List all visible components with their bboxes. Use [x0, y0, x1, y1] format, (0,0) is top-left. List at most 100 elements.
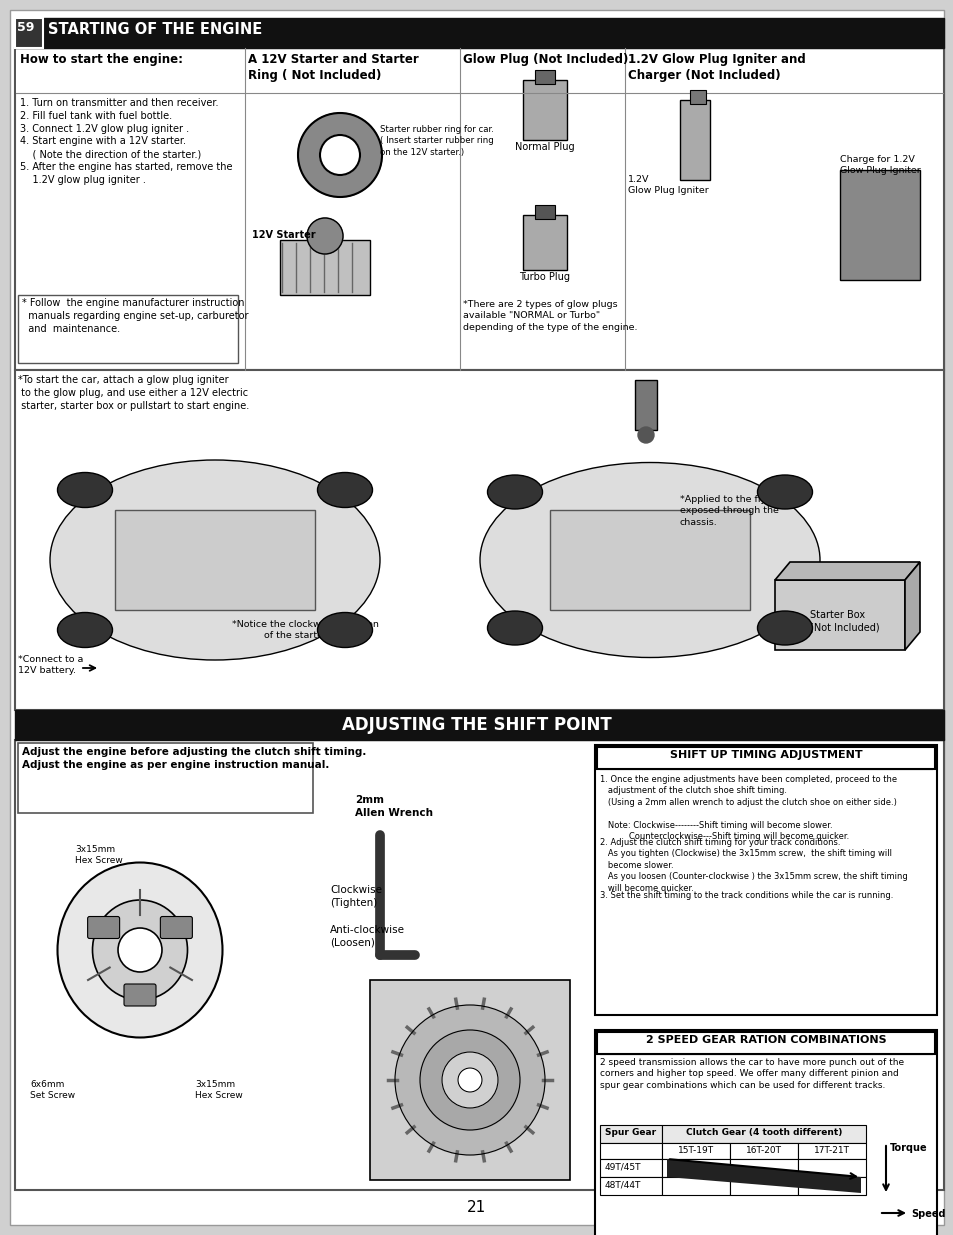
- FancyBboxPatch shape: [15, 19, 943, 48]
- FancyBboxPatch shape: [661, 1158, 729, 1177]
- Text: ADJUSTING THE SHIFT POINT: ADJUSTING THE SHIFT POINT: [342, 716, 611, 734]
- Text: Spur Gear: Spur Gear: [605, 1128, 656, 1137]
- Circle shape: [441, 1052, 497, 1108]
- Ellipse shape: [57, 862, 222, 1037]
- FancyBboxPatch shape: [597, 747, 934, 769]
- FancyBboxPatch shape: [661, 1125, 865, 1144]
- Text: * Follow  the engine manufacturer instruction
  manuals regarding engine set-up,: * Follow the engine manufacturer instruc…: [22, 298, 248, 333]
- Circle shape: [395, 1005, 544, 1155]
- Text: Adjust the engine before adjusting the clutch shift timing.
Adjust the engine as: Adjust the engine before adjusting the c…: [22, 747, 366, 769]
- FancyBboxPatch shape: [661, 1144, 729, 1158]
- Circle shape: [297, 112, 381, 198]
- FancyBboxPatch shape: [679, 100, 709, 180]
- FancyBboxPatch shape: [774, 580, 904, 650]
- FancyBboxPatch shape: [599, 1144, 661, 1158]
- Text: *Connect to a
12V battery.: *Connect to a 12V battery.: [18, 655, 83, 676]
- Text: *To start the car, attach a glow plug igniter
 to the glow plug, and use either : *To start the car, attach a glow plug ig…: [18, 375, 249, 410]
- Text: 1.2V
Glow Plug Igniter: 1.2V Glow Plug Igniter: [627, 175, 708, 195]
- FancyBboxPatch shape: [595, 1030, 936, 1235]
- Circle shape: [419, 1030, 519, 1130]
- FancyBboxPatch shape: [15, 19, 43, 48]
- Text: 49T/45T: 49T/45T: [604, 1163, 640, 1172]
- Text: 1. Once the engine adjustments have been completed, proceed to the
   adjustment: 1. Once the engine adjustments have been…: [599, 776, 896, 841]
- Text: 1.2V Glow Plug Igniter and
Charger (Not Included): 1.2V Glow Plug Igniter and Charger (Not …: [627, 53, 805, 83]
- Text: Anti-clockwise
(Loosen): Anti-clockwise (Loosen): [330, 925, 405, 947]
- Text: 6x6mm
Set Screw: 6x6mm Set Screw: [30, 1079, 75, 1100]
- Text: *Applied to the flywheel
exposed through the
chassis.: *Applied to the flywheel exposed through…: [679, 495, 794, 527]
- Text: 2mm
Allen Wrench: 2mm Allen Wrench: [355, 795, 433, 818]
- Text: Normal Plug: Normal Plug: [515, 142, 575, 152]
- FancyBboxPatch shape: [840, 170, 919, 280]
- Text: Turbo Plug: Turbo Plug: [519, 272, 570, 282]
- FancyBboxPatch shape: [280, 240, 370, 295]
- FancyBboxPatch shape: [729, 1158, 797, 1177]
- Ellipse shape: [57, 473, 112, 508]
- Text: 17T-21T: 17T-21T: [813, 1146, 849, 1155]
- Text: 48T/44T: 48T/44T: [604, 1181, 640, 1191]
- Ellipse shape: [317, 613, 372, 647]
- Text: 59: 59: [17, 21, 34, 35]
- Text: *There are 2 types of glow plugs
available "NORMAL or Turbo"
depending of the ty: *There are 2 types of glow plugs availab…: [462, 300, 637, 332]
- Circle shape: [118, 927, 162, 972]
- Text: 15T-19T: 15T-19T: [678, 1146, 713, 1155]
- Text: *Notice the clockwise direction
  of the starter ring.: *Notice the clockwise direction of the s…: [232, 620, 378, 641]
- FancyBboxPatch shape: [797, 1144, 865, 1158]
- FancyBboxPatch shape: [88, 916, 119, 939]
- Text: 16T-20T: 16T-20T: [745, 1146, 781, 1155]
- Text: 1. Turn on transmitter and then receiver.
2. Fill fuel tank with fuel bottle.
3.: 1. Turn on transmitter and then receiver…: [20, 98, 233, 185]
- Text: 2. Adjust the clutch shift timing for your track conditions.
   As you tighten (: 2. Adjust the clutch shift timing for yo…: [599, 839, 907, 893]
- Ellipse shape: [487, 611, 542, 645]
- Text: Speed: Speed: [910, 1209, 944, 1219]
- FancyBboxPatch shape: [18, 295, 237, 363]
- FancyBboxPatch shape: [597, 1032, 934, 1053]
- FancyBboxPatch shape: [599, 1177, 661, 1195]
- FancyBboxPatch shape: [16, 49, 244, 93]
- FancyBboxPatch shape: [522, 80, 566, 140]
- Ellipse shape: [487, 475, 542, 509]
- Text: 3x15mm
Hex Screw: 3x15mm Hex Screw: [75, 845, 123, 866]
- FancyBboxPatch shape: [661, 1177, 729, 1195]
- Text: Charge for 1.2V
Glow Plug Igniter: Charge for 1.2V Glow Plug Igniter: [840, 156, 920, 175]
- Ellipse shape: [57, 613, 112, 647]
- Polygon shape: [666, 1158, 861, 1193]
- Text: Torque: Torque: [889, 1144, 926, 1153]
- FancyBboxPatch shape: [15, 370, 943, 710]
- FancyBboxPatch shape: [160, 916, 193, 939]
- Text: 2 speed transmission allows the car to have more punch out of the
corners and hi: 2 speed transmission allows the car to h…: [599, 1058, 903, 1091]
- Circle shape: [638, 427, 654, 443]
- FancyBboxPatch shape: [124, 984, 156, 1007]
- FancyBboxPatch shape: [797, 1177, 865, 1195]
- Text: 2 SPEED GEAR RATION COMBINATIONS: 2 SPEED GEAR RATION COMBINATIONS: [645, 1035, 885, 1045]
- FancyBboxPatch shape: [797, 1158, 865, 1177]
- Circle shape: [319, 135, 359, 175]
- Ellipse shape: [757, 475, 812, 509]
- Ellipse shape: [317, 473, 372, 508]
- FancyBboxPatch shape: [599, 1158, 661, 1177]
- Text: STARTING OF THE ENGINE: STARTING OF THE ENGINE: [48, 22, 262, 37]
- FancyBboxPatch shape: [689, 90, 705, 104]
- FancyBboxPatch shape: [599, 1125, 661, 1144]
- FancyBboxPatch shape: [535, 70, 555, 84]
- FancyBboxPatch shape: [115, 510, 314, 610]
- Polygon shape: [774, 562, 919, 580]
- Text: How to start the engine:: How to start the engine:: [20, 53, 183, 65]
- Text: A 12V Starter and Starter
Ring ( Not Included): A 12V Starter and Starter Ring ( Not Inc…: [248, 53, 418, 83]
- FancyBboxPatch shape: [15, 48, 943, 371]
- Text: 21: 21: [467, 1200, 486, 1215]
- FancyBboxPatch shape: [550, 510, 749, 610]
- FancyBboxPatch shape: [729, 1144, 797, 1158]
- FancyBboxPatch shape: [522, 215, 566, 270]
- Text: Clutch Gear (4 tooth different): Clutch Gear (4 tooth different): [685, 1128, 841, 1137]
- Ellipse shape: [50, 459, 379, 659]
- Text: SHIFT UP TIMING ADJUSTMENT: SHIFT UP TIMING ADJUSTMENT: [669, 750, 862, 760]
- FancyBboxPatch shape: [370, 981, 569, 1179]
- FancyBboxPatch shape: [729, 1177, 797, 1195]
- Text: Starter rubber ring for car.
( Insert starter rubber ring
on the 12V starter.): Starter rubber ring for car. ( Insert st…: [379, 125, 494, 157]
- Text: Glow Plug (Not Included): Glow Plug (Not Included): [462, 53, 628, 65]
- Ellipse shape: [757, 611, 812, 645]
- Circle shape: [457, 1068, 481, 1092]
- FancyBboxPatch shape: [15, 710, 943, 740]
- Circle shape: [307, 219, 343, 254]
- FancyBboxPatch shape: [10, 10, 943, 1225]
- Ellipse shape: [479, 462, 820, 657]
